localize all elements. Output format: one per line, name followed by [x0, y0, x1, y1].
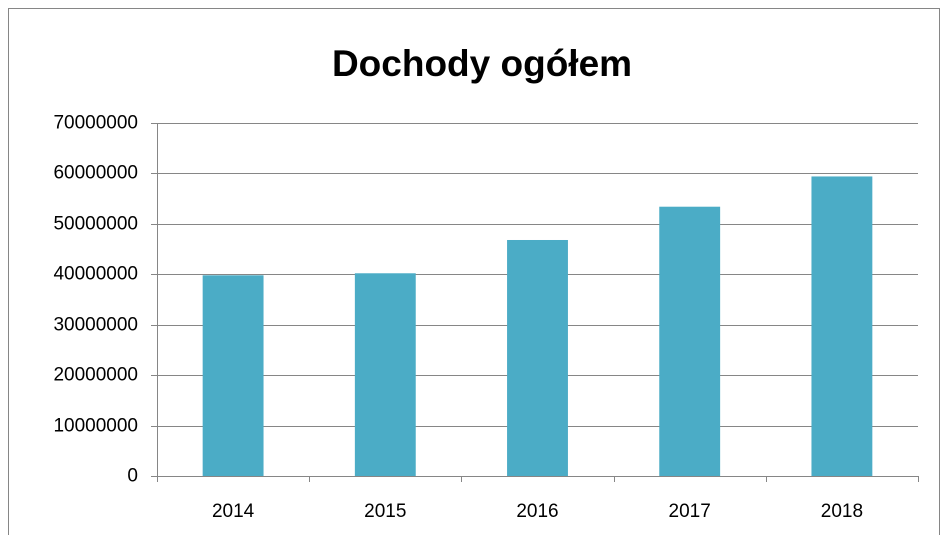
bar [507, 239, 568, 476]
x-tick-label: 2018 [821, 501, 863, 522]
y-tick-label: 50000000 [53, 214, 138, 235]
y-tick-label: 30000000 [53, 315, 138, 336]
y-tick-label: 10000000 [53, 416, 138, 437]
x-tick-label: 2015 [364, 501, 406, 522]
y-tick-label: 20000000 [53, 365, 138, 386]
y-tick-label: 60000000 [53, 163, 138, 184]
chart-title: Dochody ogółem [332, 43, 632, 84]
y-tick-label: 70000000 [53, 113, 138, 134]
y-tick-label: 40000000 [53, 264, 138, 285]
x-tick-label: 2017 [669, 501, 711, 522]
bar [811, 176, 873, 476]
chart-border [8, 8, 940, 535]
x-tick-label: 2014 [212, 501, 255, 522]
bar [202, 275, 264, 476]
bar [354, 273, 416, 476]
x-tick-label: 2016 [516, 501, 558, 522]
bar [659, 206, 721, 476]
y-tick-label: 0 [127, 466, 138, 487]
